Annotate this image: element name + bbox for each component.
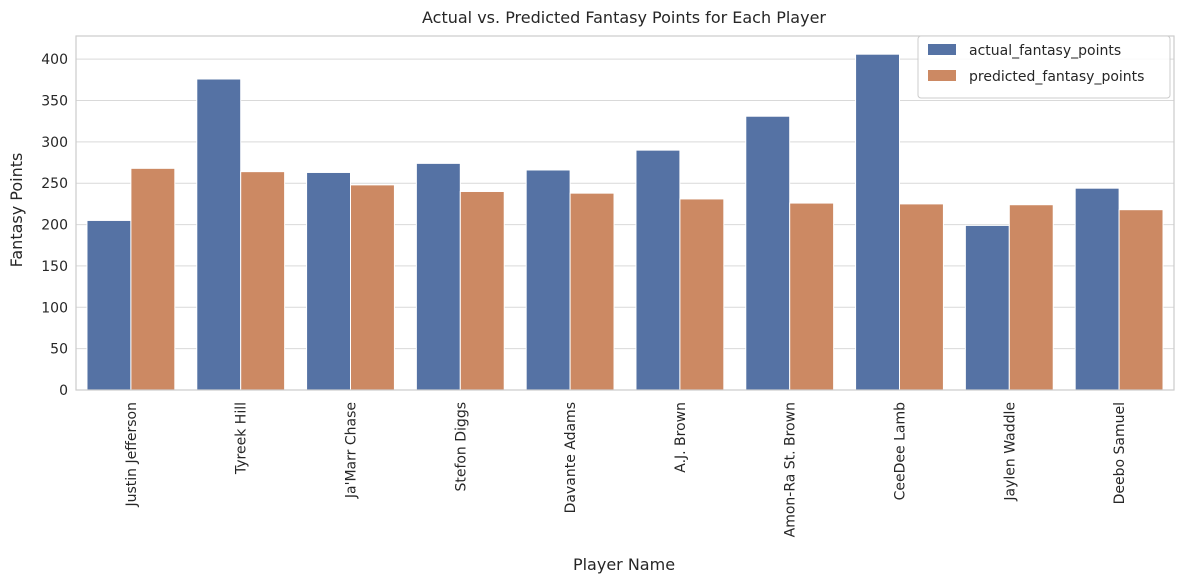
bar-actual	[964, 224, 1010, 391]
bar-predicted	[350, 184, 395, 391]
bar-predicted	[1118, 209, 1164, 391]
legend-label-predicted: predicted_fantasy_points	[969, 69, 1144, 85]
y-axis-label: Fantasy Points	[7, 153, 26, 268]
bar-actual	[635, 149, 681, 391]
bar-predicted	[240, 171, 286, 391]
x-tick-labels: Justin Jefferson Tyreek Hill Ja'Marr Chase…	[124, 402, 1128, 537]
x-tick-label: Justin Jefferson	[124, 402, 140, 508]
y-tick-labels: 0 50 100 150 200 250 300 350 400	[41, 52, 68, 399]
x-tick-label: Davante Adams	[563, 402, 579, 513]
legend-label-actual: actual_fantasy_points	[969, 43, 1121, 59]
y-tick-label: 350	[41, 94, 68, 110]
y-tick-label: 250	[41, 176, 68, 192]
x-tick-label: Stefon Diggs	[453, 402, 469, 492]
bar-predicted	[899, 203, 944, 391]
bar-actual	[86, 219, 132, 391]
bars	[86, 53, 1164, 391]
legend-swatch-actual	[928, 44, 956, 55]
x-tick-label: Jaylen Waddle	[1002, 402, 1018, 502]
x-tick-label: Ja'Marr Chase	[344, 402, 360, 499]
legend-swatch-predicted	[928, 70, 956, 81]
x-tick-label: Tyreek Hill	[234, 402, 250, 475]
y-tick-label: 50	[50, 342, 68, 358]
y-tick-label: 150	[41, 259, 68, 275]
x-tick-label: Deebo Samuel	[1112, 402, 1128, 504]
y-tick-label: 0	[59, 383, 68, 399]
plot-frame	[75, 35, 1175, 391]
bar-predicted	[679, 198, 725, 391]
x-tick-label: Amon-Ra St. Brown	[783, 402, 799, 537]
bar-predicted	[459, 190, 505, 391]
bar-actual	[745, 115, 791, 391]
y-tick-label: 200	[41, 218, 68, 234]
legend-frame	[917, 35, 1171, 99]
bar-predicted	[130, 167, 176, 391]
bar-actual	[415, 162, 461, 391]
bar-actual	[196, 78, 242, 391]
bar-actual	[525, 169, 571, 391]
bar-predicted	[569, 192, 615, 391]
x-tick-label: CeeDee Lamb	[893, 402, 909, 500]
x-tick-label: A.J. Brown	[673, 402, 689, 473]
bar-predicted	[1008, 204, 1054, 391]
bar-actual	[306, 171, 351, 391]
bar-predicted	[789, 202, 835, 391]
y-tick-label: 300	[41, 135, 68, 151]
bar-actual	[855, 53, 901, 391]
y-tick-label: 100	[41, 300, 68, 316]
x-axis-label: Player Name	[573, 555, 675, 574]
y-tick-label: 400	[41, 52, 68, 68]
legend: actual_fantasy_points predicted_fantasy_…	[917, 35, 1171, 99]
bar-actual	[1074, 187, 1120, 391]
chart-title: Actual vs. Predicted Fantasy Points for …	[422, 8, 826, 27]
